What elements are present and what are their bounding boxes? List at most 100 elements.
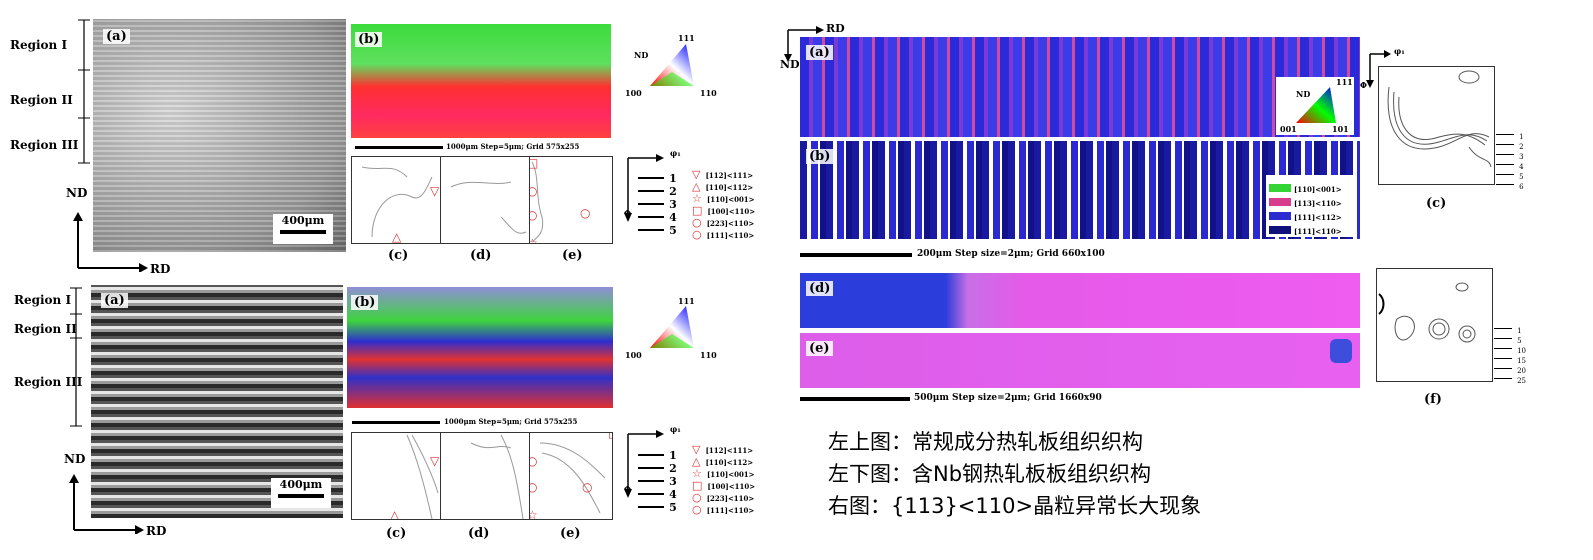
svg-text:△: △ (392, 230, 402, 243)
odf-label-c: (c) (388, 248, 409, 263)
ipf-100-label: 100 (625, 88, 642, 98)
caption-line-3: 右图：{113}<110>晶粒异常长大现象 (828, 494, 1202, 518)
panel-label-e: (e) (806, 341, 833, 356)
legend-swatch (1269, 183, 1291, 192)
legend-symbol: △ (692, 455, 701, 468)
phi-section-list: 1 2 3 4 5 (638, 167, 677, 237)
section-number: 1 (1517, 327, 1522, 335)
phi-axes (624, 430, 664, 498)
legend-text: [110]<001> (706, 470, 755, 479)
rd-nd-axes (784, 26, 824, 62)
legend-text: [111]<110> (1294, 227, 1342, 236)
section-number: 3 (669, 475, 677, 488)
ipf-110-label: 110 (700, 88, 717, 98)
ebsd-map-b: (b) (347, 287, 613, 408)
ipf-triangle (1296, 87, 1336, 123)
panel-label-d: (d) (806, 281, 834, 296)
rd-axis-label: RD (826, 22, 845, 35)
odf-panel-c: △ ▽ (351, 432, 441, 522)
blue-grain (1330, 339, 1352, 363)
legend-text: [111]<110> (706, 506, 755, 515)
section-number: 1 (1519, 133, 1524, 141)
section-number: 1 (669, 172, 677, 185)
nd-axis-label: ND (780, 58, 800, 71)
section-number: 5 (1519, 173, 1524, 181)
micrograph-a: (a) 400μm (91, 285, 343, 518)
ipf-111-label: 111 (678, 296, 695, 306)
odf-label-c: (c) (386, 526, 407, 541)
scale-line (800, 253, 912, 257)
odf-label-d: (d) (470, 248, 492, 263)
phi-label: Φ (624, 484, 631, 494)
ipf-nd-label: ND (634, 50, 649, 60)
ipf-triangle (650, 306, 694, 348)
legend-text: [110]<112> (705, 183, 754, 192)
rd-axis-label: RD (146, 524, 167, 538)
legend-symbol: ○ (692, 216, 702, 229)
odf-c-section-list: 1 2 3 4 5 6 (1496, 124, 1524, 191)
legend-text: [223]<110> (706, 494, 755, 503)
texture-legend: ▽ [112]<111> △ [110]<112> ☆ [110]<001> □… (692, 438, 756, 515)
legend-text: [113]<110> (1294, 199, 1342, 208)
region-label-1: Region I (10, 38, 68, 52)
scale-line (355, 146, 443, 149)
section-number: 3 (1519, 153, 1524, 161)
odf-panel-c (1378, 66, 1495, 185)
odf-label-f: (f) (1424, 392, 1442, 407)
region-label-2: Region II (14, 322, 77, 336)
phi-axes (624, 154, 664, 222)
scale-line (352, 421, 440, 424)
caption-line-2: 左下图：含Nb钢热轧板板组织织构 (828, 462, 1152, 486)
step-text: 1000μm Step=5μm; Grid 575x255 (444, 417, 578, 426)
odf-label-e: (e) (560, 526, 581, 541)
legend-text: [223]<110> (706, 219, 755, 228)
panel-label-b: (b) (806, 149, 834, 164)
section-number: 15 (1517, 357, 1527, 365)
ebsd-map-a: (a) 111 ND 001 101 (800, 37, 1360, 137)
phi-axes (1366, 50, 1391, 88)
region-bracket (70, 287, 82, 427)
svg-text:○: ○ (580, 206, 590, 220)
ipf-101-label: 101 (1332, 124, 1349, 134)
axis-arrows (69, 474, 144, 534)
rd-axis-label: RD (150, 262, 171, 276)
ipf-nd-label: ND (1296, 89, 1311, 99)
legend-text: [111]<112> (1294, 213, 1342, 222)
svg-text:△: △ (390, 508, 400, 519)
phi-label: Φ (624, 208, 631, 218)
region-label-3: Region III (14, 375, 83, 389)
legend-text: [100]<110> (707, 207, 756, 216)
scale-line (800, 397, 910, 401)
legend-text: [112]<111> (705, 171, 754, 180)
legend-swatch (1269, 225, 1291, 234)
texture-color-legend: [110]<001> [113]<110> [111]<112> [111]<1… (1266, 175, 1356, 237)
section-number: 25 (1517, 377, 1527, 385)
svg-text:○: ○ (582, 480, 592, 494)
panel-label-a: (a) (806, 45, 833, 60)
region-label-1: Region I (14, 293, 72, 307)
legend-swatch (1269, 211, 1291, 220)
phi-label: Φ (1360, 80, 1367, 90)
phi1-label: φ₁ (670, 424, 681, 434)
legend-symbol: ▽ (692, 168, 701, 181)
ebsd-map-b: (b) (351, 24, 611, 138)
scale-bar-text: 400μm (279, 478, 323, 491)
legend-symbol: ▽ (692, 443, 701, 456)
caption-block: 左上图：常规成分热轧板组织织构 左下图：含Nb钢热轧板板组织织构 右图：{113… (828, 426, 1201, 522)
legend-symbol: □ (692, 204, 703, 217)
svg-text:□: □ (608, 433, 612, 440)
ebsd-map-d: (d) (800, 273, 1360, 328)
legend-text: [100]<110> (707, 482, 756, 491)
svg-text:○: ○ (530, 208, 537, 222)
panel-label-b: (b) (351, 295, 379, 310)
legend-text: [112]<111> (705, 446, 754, 455)
ipf-111-label: 111 (1336, 77, 1353, 87)
region-bracket (78, 19, 90, 164)
section-number: 20 (1517, 367, 1527, 375)
region-label-3: Region III (10, 138, 79, 152)
odf-panel-f (1376, 268, 1493, 382)
odf-label-e: (e) (562, 248, 583, 263)
section-number: 1 (669, 449, 677, 462)
svg-text:☆: ☆ (530, 508, 538, 519)
section-number: 4 (669, 211, 677, 224)
